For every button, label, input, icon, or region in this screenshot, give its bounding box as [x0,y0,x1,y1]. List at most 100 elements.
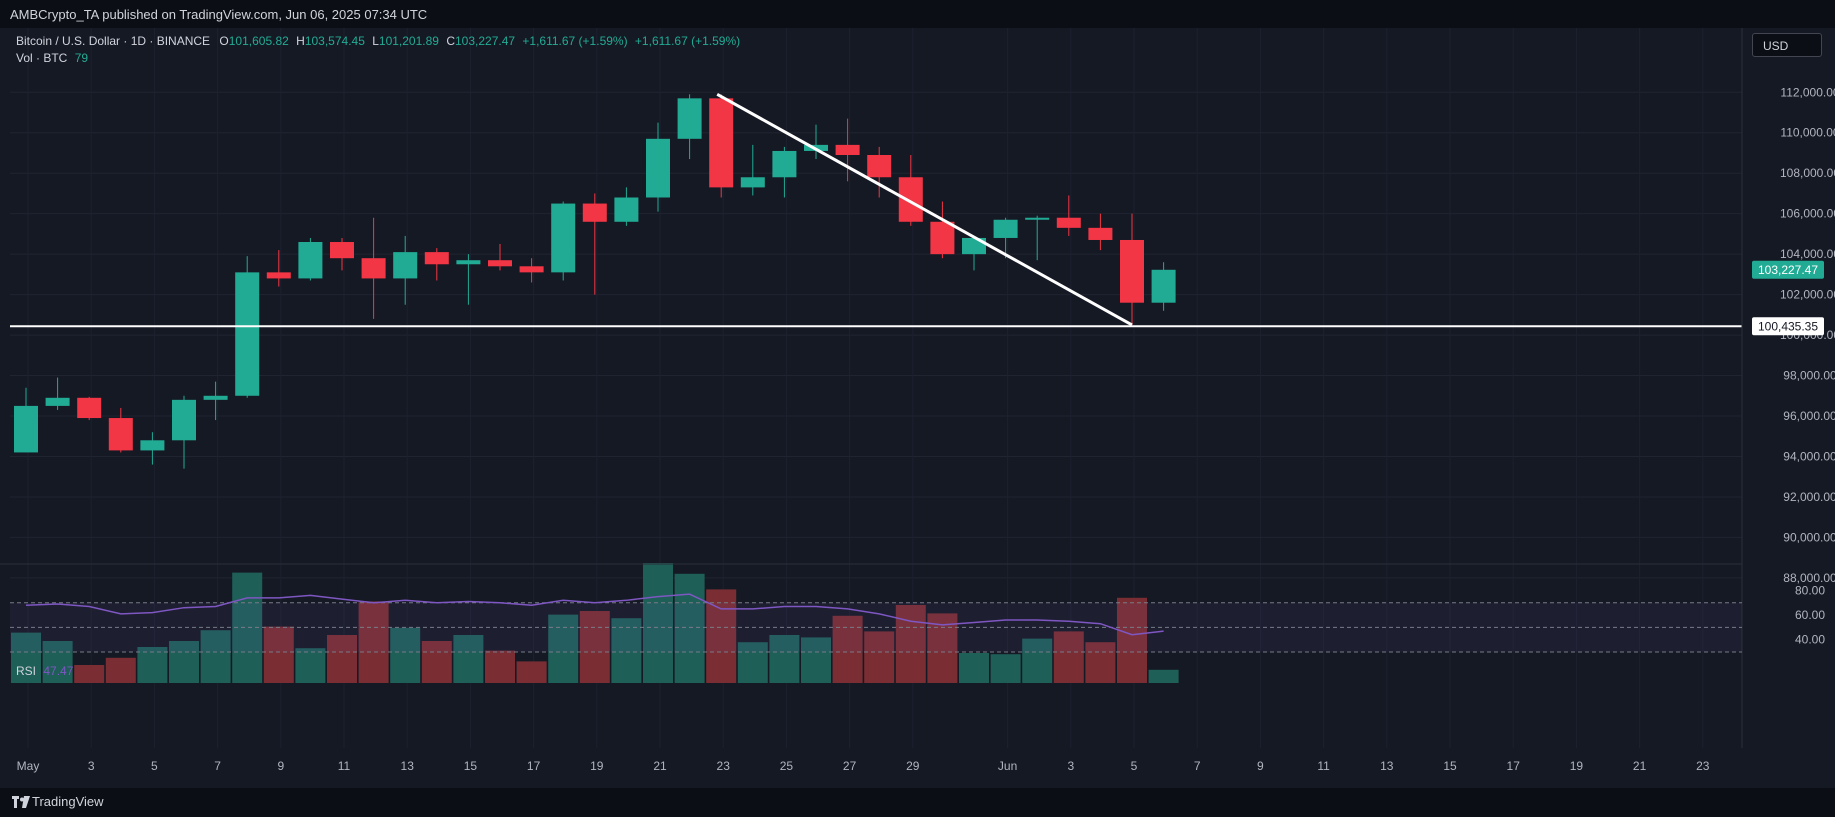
price-tick-label: 94,000.00 [1783,449,1835,463]
candle-body [488,260,512,267]
x-tick-label: 9 [277,759,284,773]
rsi-tick-label: 40.00 [1795,633,1825,647]
volume-bar [611,618,642,683]
volume-bar [1148,669,1179,683]
x-tick-label: 17 [1507,759,1521,773]
price-tick-label: 88,000.00 [1783,571,1835,585]
volume-bar [737,642,768,683]
candle-body [677,98,702,139]
volume-bar [200,630,231,683]
volume-bar [295,648,326,683]
volume-label: Vol · BTC [16,51,68,65]
candle-body [614,197,639,222]
x-tick-label: 21 [653,759,667,773]
price-tick-label: 104,000.00 [1780,247,1835,261]
candle-body [298,242,323,279]
x-tick-label: 13 [401,759,415,773]
volume-bar [548,614,579,683]
volume-bar [1117,597,1147,683]
x-tick-label: Jun [998,759,1017,773]
x-tick-label: 19 [590,759,604,773]
volume-bar [390,627,421,683]
close-value: 103,227.47 [454,34,516,48]
rsi-tick-label: 80.00 [1795,583,1825,597]
candle-body [898,177,923,222]
trendline [716,92,1133,327]
price-chart[interactable]: 112,000.00 110,000.00 108,000.00 106,000.00… [0,28,1835,788]
candle-body [582,203,607,222]
rsi-legend: RSI 47.47 [16,664,73,678]
change-value: +1,611.67 (+1.59%) [522,34,628,48]
volume-bar [1053,631,1084,683]
candle-body [1151,269,1176,303]
rsi-line [25,593,1164,636]
volume-bar [643,563,673,683]
x-tick-label: 23 [717,759,731,773]
volume-bar [358,601,389,683]
volume-bar [11,632,41,683]
volume-bar [801,637,831,683]
x-tick-label: 27 [843,759,857,773]
x-tick-label: 3 [1067,759,1074,773]
x-tick-label: 7 [214,759,221,773]
x-tick-label: 17 [527,759,541,773]
candle-body [1056,217,1081,228]
candle-body [835,144,860,156]
x-tick-label: 7 [1194,759,1201,773]
footer-brand: TradingView [32,794,104,809]
x-tick-label: 23 [1696,759,1710,773]
current-price-label: 103,227.47 [1758,263,1818,277]
volume-bar [327,635,357,683]
volume-bar [1085,642,1116,683]
currency-button[interactable]: USD [1752,33,1822,57]
volume-bar [421,641,452,683]
volume-bar [1022,638,1053,683]
x-tick-label: 5 [1131,759,1138,773]
candle-body [772,150,797,178]
x-tick-label: 15 [464,759,478,773]
support-price-tag [1752,317,1824,336]
x-tick-label: 9 [1257,759,1264,773]
price-tick-label: 90,000.00 [1783,530,1835,544]
low-label: L [372,34,379,48]
support-price-label: 100,435.35 [1758,319,1818,333]
candle-body [519,266,544,273]
volume-legend: Vol · BTC 79 [16,51,88,65]
x-tick-label: 19 [1570,759,1584,773]
price-tick-label: 98,000.00 [1783,369,1835,383]
candle-body [235,272,260,396]
candle-body [393,252,418,279]
volume-bar [453,635,484,683]
x-tick-label: 11 [338,759,351,773]
volume-bar [579,611,610,683]
x-tick-label: 25 [780,759,794,773]
open-value: 101,605.82 [228,34,289,48]
rsi-value: 47.47 [43,664,74,678]
candle-body [14,405,38,453]
candle-body [1025,217,1050,220]
price-tick-label: 112,000.00 [1780,85,1835,99]
volume-bar [959,653,989,683]
chart-frame[interactable]: 112,000.00 110,000.00 108,000.00 106,000.00… [0,28,1835,788]
symbol-legend: Bitcoin / U.S. Dollar · 1D · BINANCE O10… [16,34,740,48]
tradingview-logo-icon [12,796,30,808]
candle-body [172,399,196,441]
price-tick-label: 106,000.00 [1780,207,1835,221]
price-tick-label: 96,000.00 [1783,409,1835,423]
price-tick-label: 108,000.00 [1780,166,1835,180]
candle-body [330,242,354,259]
price-tick-label: 102,000.00 [1780,288,1835,302]
candle-body [1088,227,1113,240]
volume-bar [105,657,136,683]
price-tick-label: 110,000.00 [1780,126,1835,140]
current-price-tag [1752,260,1824,279]
candle-body [646,138,670,198]
candle-body [740,177,765,188]
candle-body [930,221,955,255]
publisher-bar: AMBCrypto_TA published on TradingView.co… [0,0,1835,28]
low-value: 101,201.89 [378,34,439,48]
close-label: C [446,34,455,48]
x-tick-label: 13 [1380,759,1394,773]
candle-body [140,440,165,451]
